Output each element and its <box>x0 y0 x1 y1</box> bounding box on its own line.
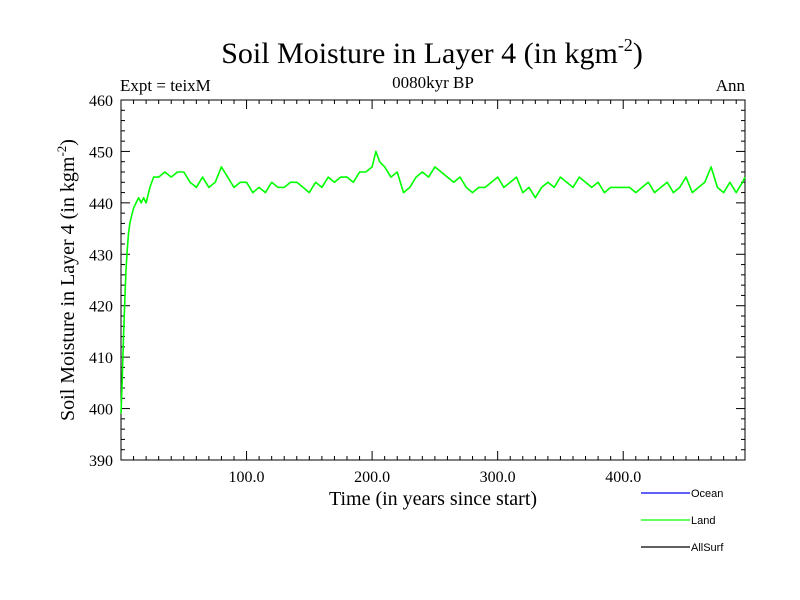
y-tick-label: 460 <box>89 93 113 110</box>
y-axis-label-superscript: -2 <box>54 146 69 157</box>
minor-ticks <box>121 100 745 460</box>
plot-frame <box>120 99 746 461</box>
series-line-land <box>120 150 746 414</box>
x-axis-label: Time (in years since start) <box>329 488 537 510</box>
y-tick-label: 390 <box>89 453 113 470</box>
x-tick-label: 200.0 <box>354 469 390 486</box>
chart-subtitle: 0080kyr BP <box>392 73 474 92</box>
y-tick-label: 450 <box>89 144 113 161</box>
y-axis-label-main: Soil Moisture in Layer 4 (in kgm <box>57 156 79 421</box>
legend-label-allsurf: AllSurf <box>691 542 724 554</box>
legend: Ocean Land AllSurf <box>641 488 724 554</box>
expt-label: Expt = teixM <box>120 76 211 95</box>
y-tick-label: 430 <box>89 247 113 264</box>
y-tick-label: 400 <box>89 402 113 419</box>
season-label: Ann <box>716 76 746 95</box>
chart-title-superscript: -2 <box>618 35 633 55</box>
y-axis-label-close: ) <box>57 139 79 146</box>
x-tick-label: 100.0 <box>229 469 265 486</box>
y-tick-label: 420 <box>89 299 113 316</box>
x-tick-label: 300.0 <box>480 469 516 486</box>
y-axis: 390 400 410 420 430 440 450 460 <box>89 93 745 470</box>
y-tick-label: 440 <box>89 196 113 213</box>
x-axis: 100.0 200.0 300.0 400.0 <box>229 100 641 486</box>
legend-label-ocean: Ocean <box>691 488 723 500</box>
chart-title: Soil Moisture in Layer 4 (in kgm-2) <box>221 35 643 70</box>
legend-label-land: Land <box>691 515 715 527</box>
chart-title-close: ) <box>633 37 643 70</box>
x-tick-label: 400.0 <box>605 469 641 486</box>
y-tick-label: 410 <box>89 350 113 367</box>
chart-title-main: Soil Moisture in Layer 4 (in kgm <box>221 37 618 70</box>
y-axis-label: Soil Moisture in Layer 4 (in kgm-2) <box>54 139 79 421</box>
